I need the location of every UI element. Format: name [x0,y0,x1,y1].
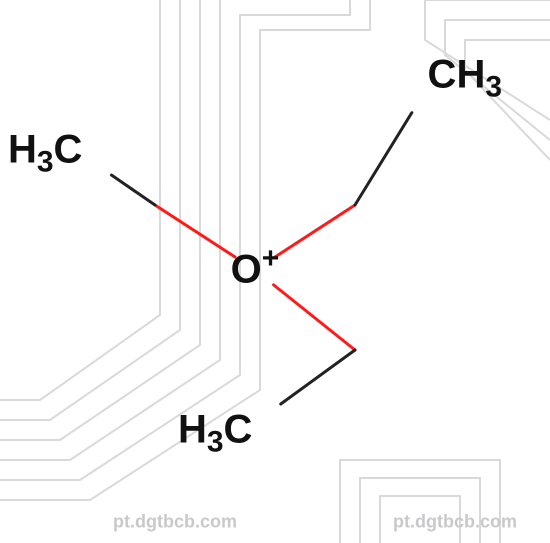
atom-label-O: O+ [231,248,280,293]
bond [281,350,355,404]
bond [355,113,412,205]
bond [155,205,235,257]
atom-label-C1b: H3C [8,128,82,173]
atom-label-C2b: CH3 [428,53,502,98]
bond [274,285,355,350]
bond [111,175,155,205]
bond [275,205,355,257]
molecule-layer: O+ H3C CH3 H3C [0,0,550,543]
atom-label-C3b: H3C [178,408,252,453]
